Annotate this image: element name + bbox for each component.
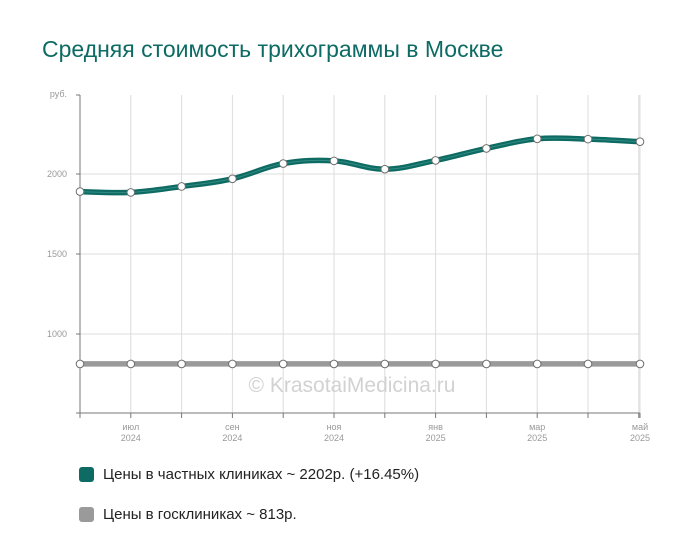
series-private-point: [177, 182, 186, 191]
series-private-point: [635, 137, 645, 146]
series-private-point: [482, 144, 491, 153]
legend-swatch-private: [79, 466, 94, 482]
x-tick-label-month: ноя: [327, 422, 342, 432]
x-tick-label-year: 2025: [527, 433, 547, 443]
legend-swatch-public: [79, 506, 94, 522]
series-public-point: [278, 359, 288, 369]
legend-label-public: Цены в госклиниках ~ 813р.: [103, 505, 297, 523]
x-tick-label-year: 2024: [222, 433, 242, 443]
series-public-point: [635, 359, 645, 369]
legend-item-public[interactable]: Цены в госклиниках ~ 813р.: [79, 502, 419, 526]
series: [75, 134, 645, 369]
x-tick-label-month: май: [632, 422, 648, 432]
series-public-point: [431, 359, 440, 369]
series-private-point: [583, 134, 593, 144]
legend-item-private[interactable]: Цены в частных клиниках ~ 2202р. (+16.45…: [79, 462, 419, 486]
series-public-point: [583, 359, 593, 369]
watermark: © KrasotaiMedicina.ru: [249, 374, 456, 397]
series-private-line-highlight: [79, 137, 641, 194]
chart-title: Средняя стоимость трихограммы в Москве: [42, 36, 504, 62]
x-tick-label-month: янв: [428, 422, 443, 432]
legend: Цены в частных клиниках ~ 2202р. (+16.45…: [79, 462, 419, 542]
series-private-point: [532, 134, 542, 144]
x-tick-label-year: 2024: [121, 433, 141, 443]
series-public-point: [329, 359, 339, 369]
y-unit-label: руб.: [50, 89, 67, 99]
y-tick-label: 1000: [47, 329, 67, 339]
y-tick-label: 2000: [47, 169, 67, 179]
series-private-point: [228, 174, 237, 184]
series-private-point: [75, 187, 85, 196]
series-public-point: [380, 359, 390, 369]
series-public-point: [177, 359, 186, 369]
series-private-point: [278, 159, 288, 168]
series-public-point: [75, 359, 85, 369]
x-tick-label-month: июл: [122, 422, 139, 432]
x-ticks: июл2024сен2024ноя2024янв2025мар2025май20…: [121, 422, 650, 443]
x-tick-label-year: 2024: [324, 433, 344, 443]
series-private-point: [329, 156, 339, 166]
series-private-point: [431, 156, 440, 165]
x-tick-label-year: 2025: [630, 433, 650, 443]
series-public-point: [228, 359, 237, 369]
series-private-point: [380, 164, 390, 174]
series-public-point: [126, 359, 136, 369]
x-tick-label-year: 2025: [426, 433, 446, 443]
series-public-point: [532, 359, 542, 369]
grid: 1000 1500 2000: [47, 94, 641, 418]
series-public-point: [482, 359, 491, 369]
series-private-point: [126, 188, 136, 197]
y-tick-label: 1500: [47, 249, 67, 259]
x-tick-label-month: мар: [529, 422, 545, 432]
x-tick-label-month: сен: [225, 422, 240, 432]
legend-label-private: Цены в частных клиниках ~ 2202р. (+16.45…: [103, 465, 420, 483]
